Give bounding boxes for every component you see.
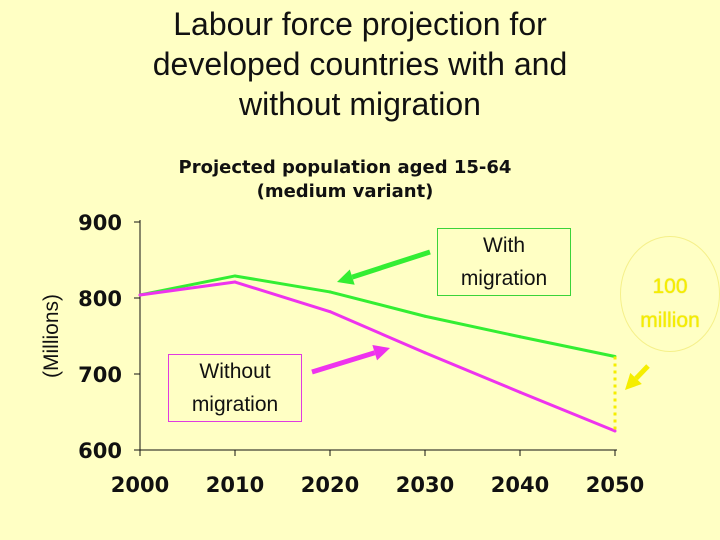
gap-arrow: [625, 364, 650, 390]
gap-arrow-head: [625, 372, 642, 390]
series-layer: [138, 274, 617, 433]
without-migration-series-line: [139, 280, 616, 433]
x-tick-label: 2040: [491, 473, 549, 497]
x-tick-label: 2030: [396, 473, 454, 497]
with-migration-callout-line-1: With: [483, 234, 525, 257]
gap-label-line-1: 100: [652, 275, 688, 298]
y-tick-label: 600: [78, 439, 122, 463]
gap-label-line-2: million: [640, 309, 700, 332]
slide-title-line-1: Labour force projection for: [173, 6, 547, 42]
y-tick-label: 700: [78, 363, 122, 387]
without-migration-arrow-head: [372, 345, 390, 361]
with-migration-arrow-shaft: [351, 249, 431, 280]
with-migration-series-line: [139, 274, 616, 358]
x-tick-label: 2010: [206, 473, 264, 497]
slide-title: Labour force projection for developed co…: [40, 4, 680, 124]
without-migration-arrow: [311, 345, 390, 375]
data-point: [518, 390, 522, 394]
data-point: [138, 293, 142, 297]
y-axis-label: (Millions): [40, 294, 63, 378]
chart-title-line-2: (medium variant): [257, 181, 434, 202]
gap-label: 100 million: [620, 270, 720, 338]
y-tick-label: 800: [78, 287, 122, 311]
x-tick-label: 2050: [586, 473, 644, 497]
annotation-arrows: [311, 249, 650, 390]
data-point: [328, 310, 332, 314]
without-migration-callout-line-2: migration: [191, 393, 279, 416]
axes: 600 700 800 900 2000 2010 2020 2030 2040 2050: [78, 211, 644, 497]
data-point: [423, 351, 427, 355]
slide-title-line-3: without migration: [239, 86, 481, 122]
data-point: [328, 290, 332, 294]
slide-title-line-2: developed countries with and: [152, 46, 568, 82]
data-point: [423, 314, 427, 318]
y-tick-label: 900: [78, 211, 122, 235]
without-migration-callout-line-1: Without: [199, 360, 271, 383]
with-migration-arrow: [337, 249, 431, 285]
data-point: [233, 274, 237, 278]
data-point: [233, 280, 237, 284]
chart-title-line-1: Projected population aged 15-64: [179, 157, 512, 178]
without-migration-callout: Without migration: [168, 354, 302, 422]
x-tick-label: 2000: [111, 473, 169, 497]
data-point: [518, 335, 522, 339]
data-point: [613, 429, 617, 433]
gap-arrow-shaft: [634, 364, 650, 381]
with-migration-callout-line-2: migration: [460, 267, 548, 290]
x-tick-label: 2020: [301, 473, 359, 497]
with-migration-callout: With migration: [437, 228, 571, 296]
with-migration-arrow-head: [337, 269, 355, 285]
without-migration-arrow-shaft: [311, 350, 376, 375]
